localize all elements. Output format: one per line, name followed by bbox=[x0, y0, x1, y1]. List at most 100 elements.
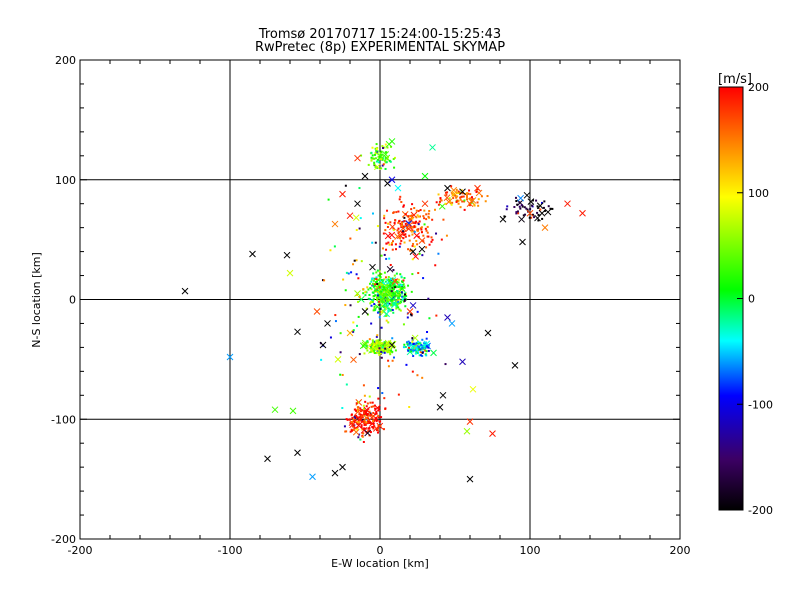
data-point-dot bbox=[399, 222, 402, 225]
data-point-dot bbox=[454, 194, 457, 197]
data-point-dot bbox=[374, 345, 377, 348]
data-point-dot bbox=[455, 200, 458, 203]
data-point-dot bbox=[468, 197, 471, 200]
data-point-dot bbox=[417, 347, 420, 350]
data-point-dot bbox=[355, 228, 358, 231]
data-point-dot bbox=[425, 218, 428, 221]
data-point-dot bbox=[377, 339, 380, 342]
data-point-dot bbox=[381, 158, 384, 161]
data-point-dot bbox=[467, 192, 470, 195]
chart-title: Tromsø 20170717 15:24:00-15:25:43 bbox=[258, 27, 501, 42]
data-point-dot bbox=[392, 228, 395, 231]
data-point-dot bbox=[377, 387, 380, 390]
data-point-dot bbox=[352, 418, 355, 421]
data-point-dot bbox=[382, 286, 385, 289]
data-point-dot bbox=[459, 198, 462, 201]
data-point-dot bbox=[387, 359, 390, 362]
data-point-dot bbox=[460, 189, 463, 192]
data-point-dot bbox=[417, 272, 420, 275]
data-point-dot bbox=[381, 348, 384, 351]
data-point-dot bbox=[434, 208, 437, 211]
data-point-dot bbox=[384, 294, 387, 297]
data-point-dot bbox=[377, 427, 380, 430]
data-point-dot bbox=[360, 409, 363, 412]
data-point-dot bbox=[431, 218, 434, 221]
data-point-dot bbox=[463, 208, 466, 211]
data-point-cross bbox=[398, 285, 406, 292]
data-point-cross bbox=[368, 414, 376, 421]
data-point-dot bbox=[358, 187, 361, 190]
data-point-dot bbox=[457, 202, 460, 205]
data-point-dot bbox=[421, 347, 424, 350]
data-point-dot bbox=[412, 242, 415, 245]
data-point-dot bbox=[389, 289, 392, 292]
data-point-dot bbox=[380, 342, 383, 345]
data-point-cross bbox=[361, 172, 369, 180]
data-point-dot bbox=[407, 215, 410, 218]
data-point-dot bbox=[373, 404, 376, 407]
data-point-dot bbox=[367, 297, 370, 300]
data-point-cross bbox=[511, 362, 519, 369]
data-point-dot bbox=[388, 348, 391, 351]
data-point-dot bbox=[380, 356, 383, 359]
data-point-dot bbox=[442, 218, 445, 221]
data-point-dot bbox=[355, 273, 358, 276]
data-point-dot bbox=[370, 350, 373, 353]
y-axis-label: N-S location [km] bbox=[30, 252, 43, 348]
data-point-dot bbox=[390, 349, 393, 352]
data-point-dot bbox=[377, 397, 380, 400]
data-point-dot bbox=[411, 337, 414, 340]
data-point-dot bbox=[363, 352, 366, 355]
data-point-dot bbox=[379, 352, 382, 355]
data-point-dot bbox=[378, 293, 381, 296]
data-point-cross bbox=[352, 214, 360, 222]
data-point-dot bbox=[389, 263, 392, 266]
data-point-dot bbox=[369, 421, 372, 424]
data-point-dot bbox=[404, 222, 407, 225]
data-point-dot bbox=[418, 252, 421, 255]
data-point-dot bbox=[531, 213, 534, 216]
data-point-dot bbox=[344, 304, 347, 307]
data-point-dot bbox=[394, 284, 397, 287]
data-point-cross bbox=[399, 230, 407, 237]
data-point-dot bbox=[391, 248, 394, 251]
data-point-dot bbox=[402, 295, 405, 298]
data-point-dot bbox=[398, 298, 401, 301]
data-point-dot bbox=[400, 284, 403, 287]
data-point-dot bbox=[446, 191, 449, 194]
data-point-dot bbox=[374, 413, 377, 416]
data-point-cross bbox=[359, 342, 367, 350]
data-point-dot bbox=[411, 233, 414, 236]
data-point-dot bbox=[369, 412, 372, 415]
data-point-cross bbox=[360, 426, 368, 434]
data-point-cross bbox=[363, 414, 370, 422]
data-point-dot bbox=[384, 276, 387, 279]
data-point-dot bbox=[390, 308, 393, 311]
data-point-dot bbox=[391, 308, 394, 311]
y-tick-label: 200 bbox=[55, 54, 76, 67]
data-point-dot bbox=[366, 402, 369, 405]
data-point-dot bbox=[416, 214, 419, 217]
data-point-dot bbox=[369, 302, 372, 305]
data-point-dot bbox=[375, 296, 378, 299]
data-point-cross bbox=[354, 200, 361, 208]
x-tick-label: 0 bbox=[377, 544, 384, 557]
data-point-dot bbox=[408, 405, 411, 408]
data-point-dot bbox=[377, 161, 380, 164]
data-point-dot bbox=[366, 349, 369, 352]
data-point-dot bbox=[387, 241, 390, 244]
data-point-dot bbox=[355, 414, 358, 417]
data-point-dot bbox=[381, 345, 384, 348]
data-point-dot bbox=[400, 287, 403, 290]
data-point-dot bbox=[365, 344, 368, 347]
data-point-dot bbox=[381, 392, 384, 395]
data-point-dot bbox=[418, 215, 421, 218]
data-point-dot bbox=[402, 283, 405, 286]
data-point-dot bbox=[528, 216, 531, 219]
data-point-dot bbox=[370, 405, 373, 408]
data-point-dot bbox=[329, 336, 332, 339]
data-point-dot bbox=[376, 311, 379, 314]
data-point-dot bbox=[359, 438, 362, 441]
data-point-dot bbox=[371, 420, 374, 423]
data-point-dot bbox=[370, 413, 373, 416]
